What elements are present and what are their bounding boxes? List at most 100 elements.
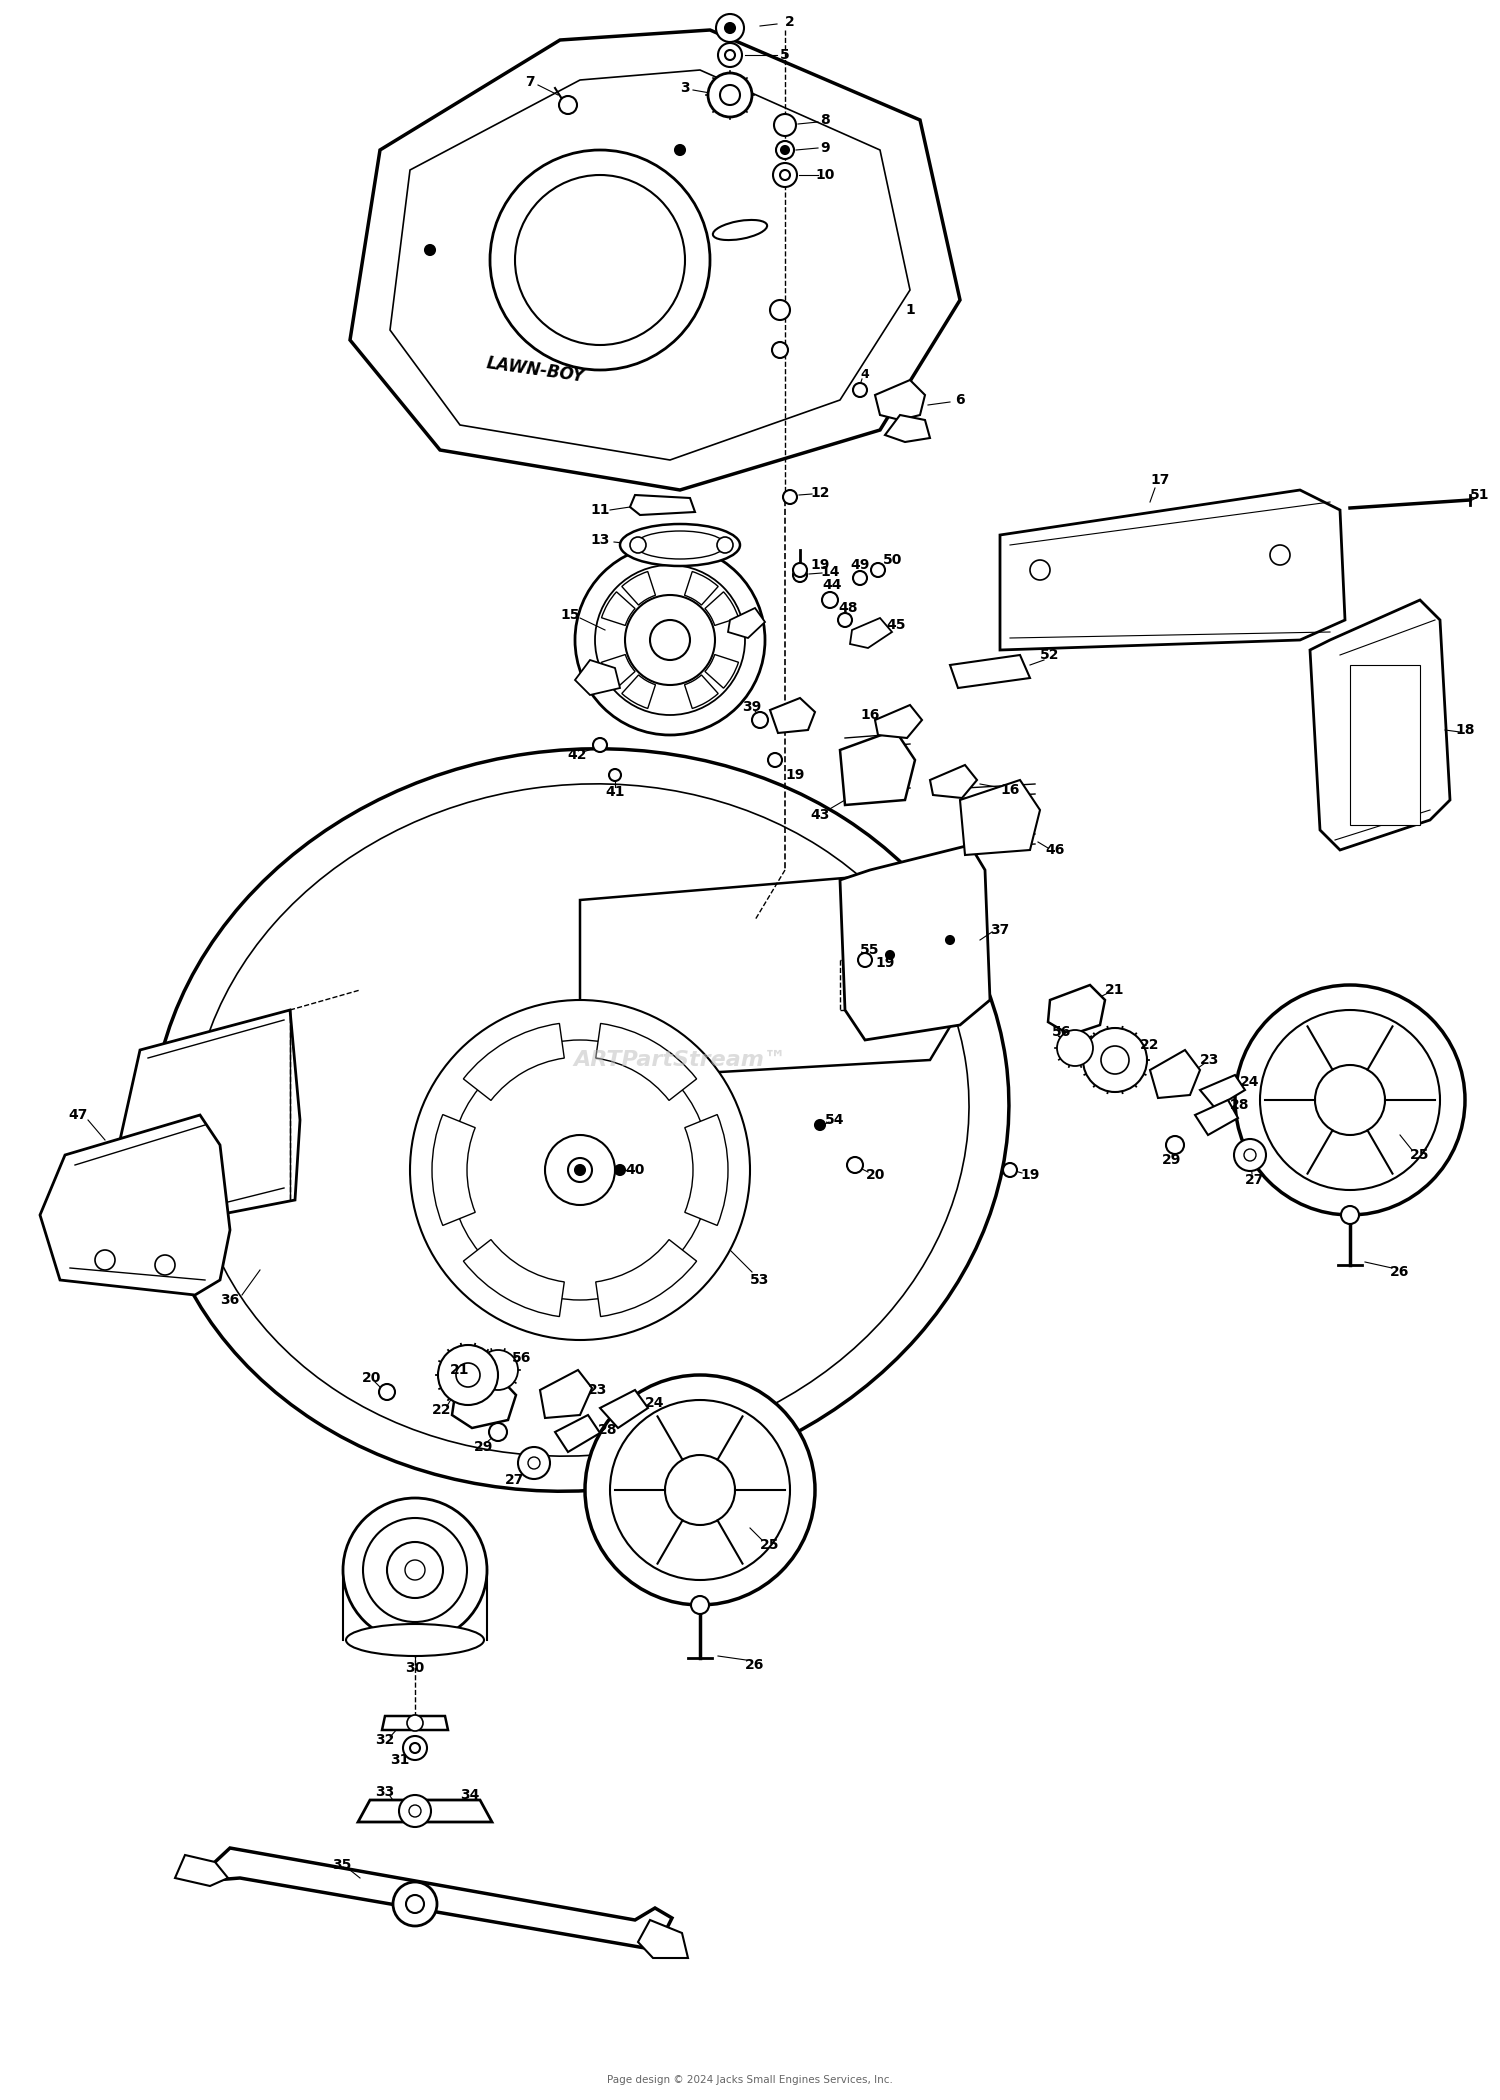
Wedge shape [602,655,634,689]
Polygon shape [1000,489,1346,651]
Text: 31: 31 [390,1754,410,1766]
Text: 23: 23 [588,1384,608,1396]
Text: 23: 23 [1200,1052,1219,1067]
Circle shape [568,1157,592,1182]
Text: 35: 35 [333,1858,351,1871]
Circle shape [393,1882,436,1926]
Circle shape [675,145,686,155]
Circle shape [1234,985,1466,1216]
Circle shape [886,951,894,960]
Wedge shape [464,1023,564,1100]
Text: ARTPartStream™: ARTPartStream™ [573,1050,786,1071]
Circle shape [1316,1065,1384,1134]
Text: 26: 26 [746,1659,765,1672]
Text: 47: 47 [69,1109,87,1121]
Text: 46: 46 [1046,842,1065,857]
Ellipse shape [620,525,740,567]
Circle shape [716,15,744,42]
Circle shape [718,42,742,67]
Circle shape [1260,1010,1440,1191]
Text: 55: 55 [861,943,879,958]
Text: 6: 6 [956,393,964,407]
Circle shape [399,1796,430,1827]
Circle shape [853,571,867,586]
Wedge shape [705,655,738,689]
Text: 56: 56 [1053,1025,1071,1040]
Circle shape [770,300,790,319]
Text: 20: 20 [867,1168,885,1182]
Text: 28: 28 [1230,1098,1250,1113]
Circle shape [406,1716,423,1730]
Text: 12: 12 [810,485,830,500]
Wedge shape [622,674,656,708]
Polygon shape [555,1415,600,1451]
Circle shape [94,1250,116,1270]
Wedge shape [686,1115,728,1226]
Polygon shape [540,1369,592,1418]
Circle shape [1101,1046,1130,1073]
Text: 16: 16 [861,708,879,722]
Circle shape [871,563,885,578]
Text: 19: 19 [1020,1168,1040,1182]
Circle shape [405,1560,424,1579]
Text: 50: 50 [884,552,903,567]
Circle shape [858,953,871,966]
Circle shape [489,1424,507,1441]
Text: 7: 7 [525,76,536,88]
Text: 53: 53 [750,1273,770,1287]
Circle shape [794,563,807,578]
Polygon shape [1200,1075,1245,1109]
Wedge shape [432,1115,476,1226]
Text: 52: 52 [1041,649,1059,662]
Circle shape [847,1157,862,1174]
Polygon shape [574,659,620,695]
Circle shape [585,1376,814,1604]
Circle shape [708,74,752,118]
Text: 21: 21 [1106,983,1125,998]
Text: 37: 37 [990,924,1010,937]
Text: 27: 27 [1245,1174,1264,1186]
Polygon shape [214,1848,672,1949]
Polygon shape [840,844,990,1040]
Text: 19: 19 [810,559,830,571]
Text: 49: 49 [850,559,870,571]
Text: 56: 56 [513,1350,531,1365]
Circle shape [720,84,740,105]
Text: 15: 15 [561,609,579,622]
Circle shape [664,1455,735,1525]
Polygon shape [390,69,910,460]
Circle shape [1234,1138,1266,1172]
Circle shape [490,149,710,370]
Circle shape [783,489,796,504]
Text: 24: 24 [1240,1075,1260,1090]
Text: 29: 29 [1162,1153,1182,1168]
Text: 45: 45 [886,617,906,632]
Text: Page design © 2024 Jacks Small Engines Services, Inc.: Page design © 2024 Jacks Small Engines S… [608,2075,892,2085]
Wedge shape [705,592,738,626]
Wedge shape [596,1023,696,1100]
Circle shape [387,1541,442,1598]
Polygon shape [1150,1050,1200,1098]
Circle shape [574,546,765,735]
Circle shape [724,50,735,61]
Polygon shape [874,380,926,420]
Circle shape [1244,1149,1256,1161]
Circle shape [404,1737,427,1760]
Text: 17: 17 [1150,472,1170,487]
Circle shape [596,565,746,714]
Text: 39: 39 [742,699,762,714]
Circle shape [772,164,796,187]
Text: 11: 11 [590,504,609,517]
Circle shape [772,342,788,357]
Circle shape [1058,1029,1094,1067]
Text: 13: 13 [591,533,609,546]
Circle shape [478,1350,518,1390]
Circle shape [544,1134,615,1205]
Text: 19: 19 [876,956,894,970]
Circle shape [154,1256,176,1275]
Circle shape [560,97,578,113]
Text: 48: 48 [839,601,858,615]
Polygon shape [850,617,892,649]
Circle shape [776,141,794,160]
Circle shape [782,147,789,153]
